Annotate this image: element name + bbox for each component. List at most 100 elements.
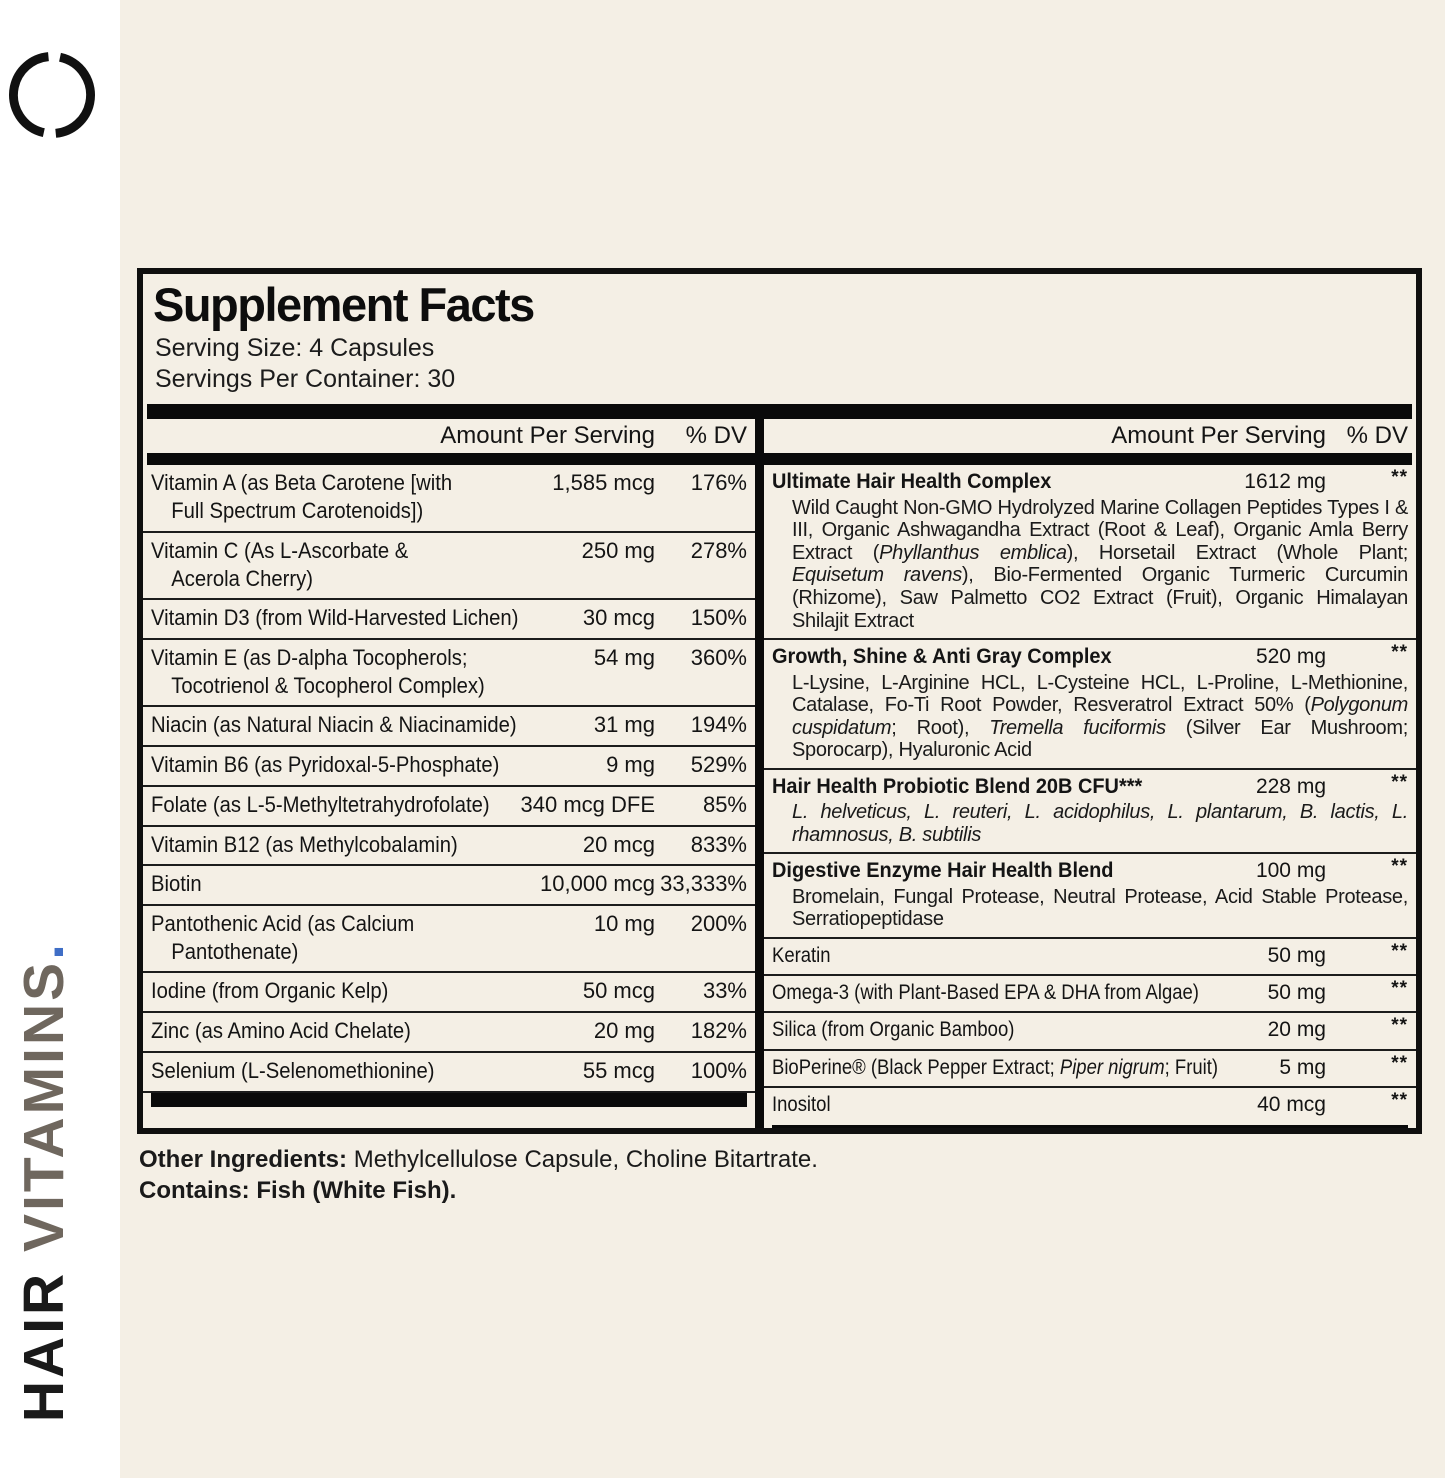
amount: 520 mg	[1255, 645, 1326, 669]
supplement-facts-panel: Supplement Facts Serving Size: 4 Capsule…	[137, 268, 1422, 1134]
column-divider	[755, 465, 764, 1128]
row-selenium: Selenium (L-Selenomethionine) 55 mcg 100…	[143, 1053, 755, 1093]
amount: 40 mcg	[1257, 1093, 1326, 1117]
row-vitamin-c: Vitamin C (As L-Ascorbate & Acerola Cherr…	[143, 533, 755, 601]
row-vitamin-a: Vitamin A (as Beta Carotene [with Full Sp…	[143, 465, 755, 533]
amount: 10 mg	[593, 910, 655, 936]
row-vitamin-d3: Vitamin D3 (from Wild-Harvested Lichen) …	[143, 600, 755, 640]
daily-value: 85%	[702, 791, 747, 817]
blend-ingredients: Bromelain, Fungal Protease, Neutral Prot…	[792, 885, 1408, 931]
daily-value: 150%	[690, 605, 747, 631]
daily-value: 529%	[690, 752, 747, 778]
row-vitamin-b12: Vitamin B12 (as Methylcobalamin) 20 mcg …	[143, 827, 755, 867]
row-zinc: Zinc (as Amino Acid Chelate) 20 mg 182%	[143, 1013, 755, 1053]
right-column-header: Amount Per Serving % DV	[764, 419, 1416, 453]
row-bioperine: BioPerine® (Black Pepper Extract; Piper …	[764, 1051, 1416, 1089]
other-ingredients-text: Methylcellulose Capsule, Choline Bitartr…	[347, 1146, 818, 1173]
other-ingredients-section: Other Ingredients: Methylcellulose Capsu…	[139, 1144, 818, 1206]
percent-dv-header: % DV	[1346, 422, 1408, 450]
other-ingredients-line: Other Ingredients: Methylcellulose Capsu…	[139, 1144, 818, 1175]
amount: 50 mg	[1267, 981, 1326, 1005]
amount: 100 mg	[1255, 859, 1326, 883]
row-hair-health-probiotic-blend: Hair Health Probiotic Blend 20B CFU*** 2…	[764, 770, 1416, 855]
percent-dv-header: % DV	[685, 422, 747, 450]
amount: 5 mg	[1279, 1055, 1326, 1079]
row-iodine: Iodine (from Organic Kelp) 50 mcg 33%	[143, 973, 755, 1014]
blend-ingredients: L-Lysine, L-Arginine HCL, L-Cysteine HCL…	[792, 671, 1408, 762]
blend-ingredients: L. helveticus, L. reuteri, L. acidophilu…	[792, 801, 1408, 846]
row-biotin: Biotin 10,000 mcg 33,333%	[143, 866, 755, 906]
amount: 20 mg	[593, 1018, 655, 1044]
row-digestive-enzyme-blend: Digestive Enzyme Hair Health Blend 100 m…	[764, 854, 1416, 939]
amount: 55 mcg	[582, 1057, 655, 1083]
amount-per-serving-header: Amount Per Serving	[1111, 422, 1326, 450]
row-niacin: Niacin (as Natural Niacin & Niacinamide)…	[143, 707, 755, 748]
row-growth-shine-anti-gray-complex: Growth, Shine & Anti Gray Complex 520 mg…	[764, 640, 1416, 770]
column-divider	[755, 419, 764, 454]
contains-line: Contains: Fish (White Fish).	[139, 1177, 457, 1205]
panel-title: Supplement Facts	[153, 278, 535, 331]
serving-size: Serving Size: 4 Capsules	[155, 334, 435, 363]
daily-value: 182%	[690, 1018, 747, 1044]
right-column-footer: ** Daily Value (DV) not established. ***…	[764, 1123, 1416, 1128]
amount: 31 mg	[593, 712, 655, 738]
brand-broken-circle-icon	[8, 51, 96, 139]
daily-value: 100%	[690, 1057, 747, 1083]
amount: 9 mg	[606, 752, 655, 778]
daily-value: **	[1391, 642, 1408, 664]
daily-value: **	[1391, 940, 1408, 962]
amount: 20 mcg	[582, 831, 655, 857]
amount: 340 mcg DFE	[520, 791, 656, 817]
amount: 50 mcg	[582, 978, 655, 1004]
daily-value: **	[1391, 1090, 1408, 1112]
daily-value: 176%	[690, 470, 747, 496]
brand-word-hair: HAIR	[12, 1270, 76, 1422]
separator-bar-thick	[147, 404, 1412, 420]
daily-value: 360%	[690, 644, 747, 670]
daily-value: 200%	[690, 910, 747, 936]
left-brand-strip: HAIR VITAMINS.	[0, 0, 120, 1478]
brand-word-vitamins: VITAMINS	[12, 959, 76, 1252]
blend-ingredients: Wild Caught Non-GMO Hydrolyzed Marine Co…	[792, 496, 1409, 632]
daily-value: **	[1391, 1015, 1408, 1037]
separator-bar-medium	[147, 453, 1412, 466]
row-vitamin-b6: Vitamin B6 (as Pyridoxal-5-Phosphate) 9 …	[143, 747, 755, 787]
row-inositol: Inositol 40 mcg **	[764, 1088, 1416, 1123]
left-column-header: Amount Per Serving % DV	[143, 419, 755, 453]
right-column-end-bar	[772, 1125, 1408, 1128]
daily-value: **	[1391, 771, 1408, 793]
daily-value: 833%	[690, 831, 747, 857]
amount: 1612 mg	[1244, 470, 1326, 494]
brand-dot: .	[12, 940, 76, 960]
daily-value: 33%	[702, 978, 747, 1004]
row-ultimate-hair-health-complex: Ultimate Hair Health Complex 1612 mg ** …	[764, 465, 1416, 641]
amount: 50 mg	[1267, 943, 1326, 967]
row-keratin: Keratin 50 mg **	[764, 939, 1416, 977]
amount: 250 mg	[581, 537, 655, 563]
vertical-product-name: HAIR VITAMINS.	[12, 941, 76, 1422]
amount: 20 mg	[1267, 1018, 1326, 1042]
other-ingredients-label: Other Ingredients:	[139, 1146, 348, 1173]
nutrient-columns: Vitamin A (as Beta Carotene [with Full Sp…	[143, 465, 1416, 1128]
left-column-end-bar	[151, 1092, 747, 1107]
amount: 10,000 mcg	[540, 871, 655, 897]
row-silica: Silica (from Organic Bamboo) 20 mg **	[764, 1013, 1416, 1051]
row-omega-3: Omega-3 (with Plant-Based EPA & DHA from…	[764, 976, 1416, 1014]
vitamins-minerals-column: Vitamin A (as Beta Carotene [with Full Sp…	[143, 465, 755, 1128]
amount: 30 mcg	[582, 605, 655, 631]
amount: 1,585 mcg	[552, 470, 655, 496]
column-headers: Amount Per Serving % DV Amount Per Servi…	[143, 419, 1416, 454]
daily-value: **	[1391, 978, 1408, 1000]
daily-value: 278%	[690, 537, 747, 563]
daily-value: **	[1391, 1052, 1408, 1074]
amount-per-serving-header: Amount Per Serving	[440, 422, 655, 450]
amount: 54 mg	[593, 644, 655, 670]
daily-value: **	[1391, 856, 1408, 878]
daily-value: **	[1391, 467, 1408, 489]
row-pantothenic-acid: Pantothenic Acid (as Calcium Pantothenate…	[143, 906, 755, 974]
amount: 228 mg	[1255, 774, 1326, 798]
daily-value: 194%	[690, 712, 747, 738]
row-folate: Folate (as L-5-Methyltetrahydrofolate) 3…	[143, 787, 755, 827]
row-vitamin-e: Vitamin E (as D-alpha Tocopherols; Tocotr…	[143, 640, 755, 708]
